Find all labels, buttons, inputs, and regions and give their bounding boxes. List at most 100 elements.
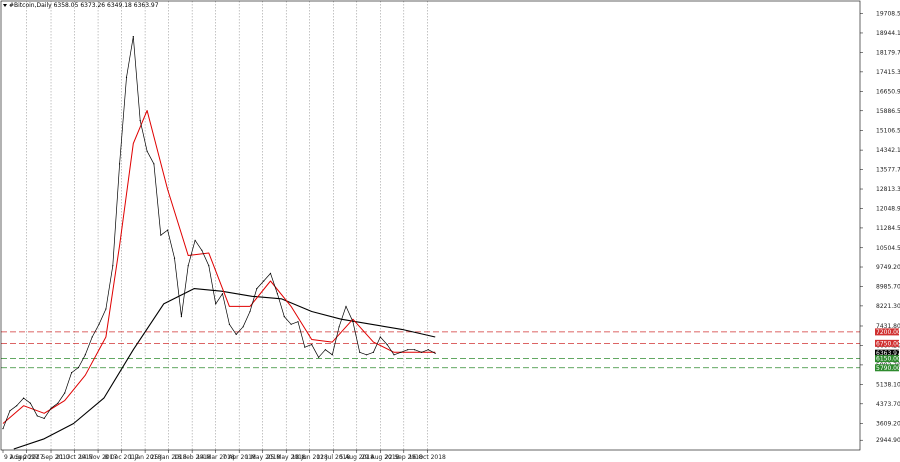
- price-point: [167, 229, 169, 231]
- y-tick-label: 18944.10: [876, 30, 900, 37]
- x-tick-label: 1 May 2018: [245, 454, 280, 461]
- price-line: [2, 36, 436, 429]
- price-point: [290, 323, 292, 325]
- price-point: [235, 333, 237, 335]
- y-tick-label: 17415.30: [876, 69, 900, 76]
- price-point: [434, 352, 436, 354]
- price-point: [194, 239, 196, 241]
- price-point: [393, 354, 395, 356]
- chart-title: #Bitcoin,Daily 6358.05 6373.26 6349.18 6…: [9, 2, 159, 9]
- y-tick-label: 8221.30: [876, 303, 900, 310]
- y-tick-label: 5138.10: [876, 381, 900, 388]
- price-point: [318, 356, 320, 358]
- price-point: [77, 366, 80, 369]
- x-tick-label: 7 Apr 2018: [223, 454, 256, 461]
- price-point: [407, 349, 409, 351]
- price-point: [23, 397, 25, 399]
- y-tick-label: 19708.50: [876, 11, 900, 18]
- price-point: [366, 354, 368, 356]
- level-lines: [1, 331, 860, 369]
- x-tick-label: 2 Sep 2017: [9, 454, 43, 461]
- price-point: [414, 349, 416, 351]
- price-tag: [875, 364, 899, 372]
- price-point: [269, 272, 272, 274]
- price-point: [263, 280, 265, 282]
- price-point: [427, 349, 429, 351]
- x-tick-label: 1 Jan 2018: [129, 454, 161, 461]
- y-tick-label: 2944.90: [876, 437, 900, 444]
- fast-moving-average: [2, 110, 436, 424]
- price-point: [201, 249, 203, 251]
- y-tick-label: 7431.80: [876, 323, 900, 330]
- x-tick-label: 16 Oct 2018: [409, 454, 446, 461]
- price-tag-label: 7200.00: [876, 329, 900, 336]
- ma_slow-line: [13, 288, 436, 450]
- price-point: [187, 265, 189, 267]
- price-point: [379, 336, 381, 338]
- x-tick-label: 29 Aug 2018: [361, 454, 400, 461]
- price-point: [208, 265, 210, 267]
- y-tick-label: 14342.10: [876, 147, 900, 154]
- price-point: [29, 402, 31, 404]
- y-tick-label: 10504.50: [876, 245, 900, 252]
- price-point: [146, 150, 148, 152]
- x-tick-label: 27 Sep 2017: [32, 454, 70, 461]
- price-point: [372, 351, 374, 353]
- slow-moving-average: [13, 288, 436, 450]
- x-tick-label: 22 Sep 2018: [385, 454, 423, 461]
- price-tag: [875, 339, 899, 347]
- price-point: [9, 410, 11, 412]
- price-tag-label: 5790.00: [876, 365, 900, 372]
- y-tick-label: 16650.90: [876, 88, 900, 95]
- price-point: [112, 265, 114, 267]
- price-tag: [875, 349, 899, 357]
- y-tick-label: 12813.30: [876, 186, 900, 193]
- y-tick-label: 11284.50: [876, 225, 900, 232]
- price-point: [64, 392, 66, 394]
- price-point: [71, 372, 73, 374]
- price-tag: [875, 355, 899, 363]
- price-point: [50, 407, 52, 409]
- price-point: [119, 163, 121, 165]
- x-tick-label: 18 Jun 2018: [292, 454, 328, 461]
- price-series: [2, 36, 436, 430]
- price-point: [43, 417, 45, 419]
- x-tick-label: 9 Aug 2017: [4, 454, 39, 461]
- price-point: [359, 351, 361, 353]
- price-point: [16, 405, 18, 407]
- price-point: [57, 402, 59, 404]
- price-tag-label: 6750.00: [876, 340, 900, 347]
- price-point: [125, 76, 128, 78]
- y-tick-label: 12048.90: [876, 205, 900, 212]
- price-point: [400, 351, 402, 353]
- price-point: [228, 323, 230, 325]
- price-point: [311, 344, 313, 346]
- price-tag: [875, 328, 899, 336]
- ma_fast-line: [2, 110, 436, 424]
- x-tick-label: 25 May 2018: [267, 454, 306, 461]
- price-point: [98, 323, 100, 325]
- y-tick-label: 15106.50: [876, 128, 900, 135]
- price-point: [91, 336, 93, 338]
- price-point: [105, 308, 107, 310]
- x-tick-label: 14 Nov 2017: [79, 454, 118, 461]
- price-tag-label: 6363.97: [876, 350, 900, 357]
- price-point: [331, 354, 333, 356]
- y-tick-label: 9749.20: [876, 264, 900, 271]
- price-point: [345, 305, 347, 307]
- price-point: [160, 234, 162, 236]
- price-point: [221, 293, 224, 295]
- price-point: [297, 321, 299, 323]
- x-tick-label: 25 Jan 2018: [151, 454, 187, 461]
- y-tick-label: 13577.70: [876, 167, 900, 174]
- price-point: [283, 316, 285, 318]
- price-point: [132, 36, 134, 38]
- price-point: [420, 351, 423, 353]
- price-point: [324, 349, 326, 351]
- price-point: [173, 257, 176, 259]
- x-tick-label: 14 Mar 2018: [197, 454, 235, 461]
- x-tick-label: 18 Feb 2018: [173, 454, 211, 461]
- price-point: [2, 428, 4, 430]
